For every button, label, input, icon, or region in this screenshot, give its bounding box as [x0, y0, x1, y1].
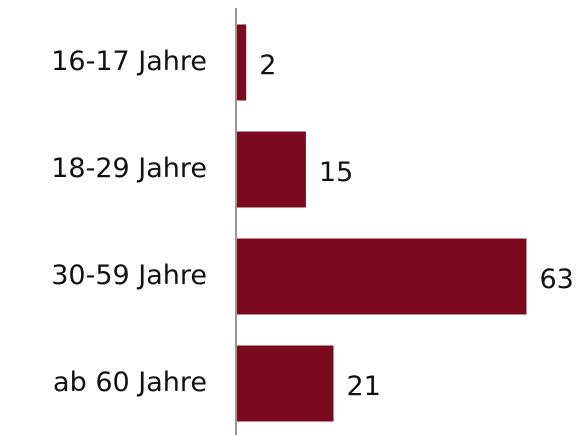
category-label: 18-29 Jahre [51, 153, 207, 184]
value-label: 63 [539, 264, 573, 295]
value-label: 2 [259, 50, 276, 81]
bar [237, 345, 334, 422]
category-label: ab 60 Jahre [53, 367, 207, 398]
category-label: 30-59 Jahre [51, 260, 207, 291]
bar [237, 131, 306, 208]
bar [237, 238, 527, 315]
bar [237, 24, 247, 101]
category-label: 16-17 Jahre [51, 46, 207, 77]
value-label: 15 [319, 157, 353, 188]
value-label: 21 [346, 371, 380, 402]
